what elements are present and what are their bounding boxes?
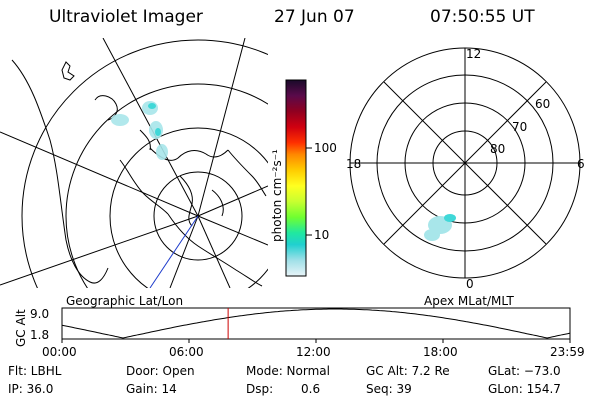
mlt-label-12: 12	[466, 47, 482, 61]
seq-info: Seq: 39	[366, 382, 412, 396]
door-info: Door: Open	[126, 364, 195, 378]
colorbar-tick-100: 100	[314, 141, 337, 155]
mlat-label-60: 60	[535, 97, 551, 111]
altitude-xtick-2: 12:00	[296, 345, 331, 359]
glat-info: GLat: −73.0	[488, 364, 561, 378]
altitude-xtick-3: 18:00	[423, 345, 458, 359]
altitude-xtick-4: 23:59	[550, 345, 585, 359]
instrument-title: Ultraviolet Imager	[49, 7, 203, 27]
mlt-label-18: 18	[346, 157, 362, 171]
date-label: 27 Jun 07	[274, 7, 355, 27]
mlt-label-6: 6	[577, 157, 585, 171]
mlat-label-80: 80	[490, 142, 506, 156]
altitude-ytick-high: 9.0	[30, 307, 50, 321]
right-panel-label: Apex MLat/MLT	[424, 294, 514, 308]
ip-info: IP: 36.0	[8, 382, 54, 396]
gc-alt-info: GC Alt: 7.2 Re	[366, 364, 450, 378]
altitude-ytick-low: 1.8	[30, 328, 50, 342]
left-panel-label: Geographic Lat/Lon	[66, 294, 184, 308]
altitude-xtick-1: 06:00	[169, 345, 204, 359]
filter-info: Flt: LBHL	[8, 364, 62, 378]
glon-info: GLon: 154.7	[488, 382, 561, 396]
gain-info: Gain: 14	[126, 382, 177, 396]
altitude-curve	[61, 308, 571, 339]
time-label: 07:50:55 UT	[430, 7, 535, 27]
altitude-axis-label: GC Alt	[14, 309, 28, 347]
mlat-label-70: 70	[512, 120, 528, 134]
dsp-label: Dsp:	[246, 382, 274, 396]
colorbar-tick-10: 10	[314, 228, 330, 242]
mode-info: Mode: Normal	[246, 364, 330, 378]
dsp-value: 0.6	[301, 382, 321, 396]
mlt-label-0: 0	[466, 277, 474, 291]
altitude-xtick-0: 00:00	[42, 345, 77, 359]
